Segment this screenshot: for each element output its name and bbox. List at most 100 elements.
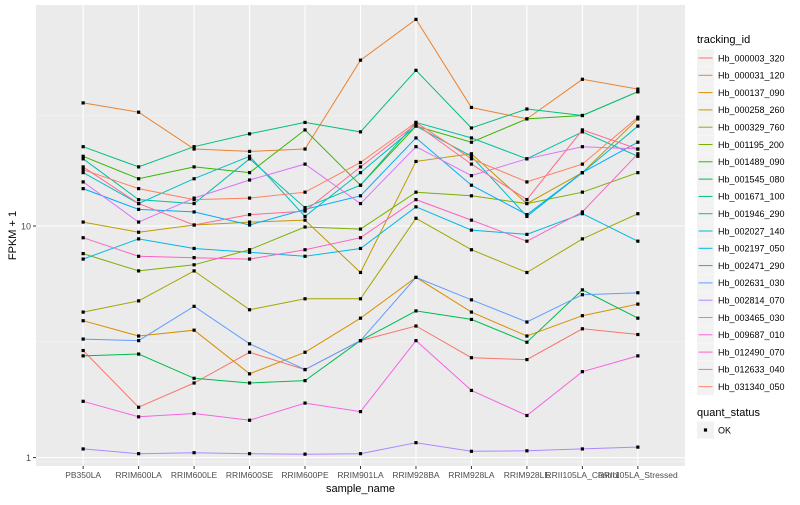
- legend-entry-label: Hb_000003_320: [718, 53, 785, 63]
- data-point: [525, 357, 529, 362]
- data-point: [303, 120, 307, 125]
- data-point: [358, 452, 363, 456]
- data-point: [469, 105, 474, 110]
- data-point: [303, 225, 307, 229]
- data-point: [303, 379, 307, 383]
- data-point: [636, 117, 640, 121]
- data-point: [303, 209, 307, 213]
- data-point: [137, 230, 141, 234]
- data-point: [192, 210, 196, 214]
- data-point: [358, 183, 363, 187]
- data-point: [636, 316, 640, 320]
- data-point: [247, 418, 252, 422]
- data-point: [525, 201, 529, 206]
- data-point: [580, 447, 584, 451]
- data-point: [247, 220, 252, 224]
- data-point: [525, 180, 529, 184]
- data-point: [525, 239, 529, 243]
- legend-entry-label: Hb_002027_140: [718, 226, 785, 236]
- data-point: [469, 154, 474, 158]
- legend-entry-label: Hb_012490_070: [718, 347, 785, 357]
- data-point: [137, 177, 141, 181]
- data-point: [358, 227, 363, 231]
- data-point: [192, 198, 196, 202]
- data-point: [247, 350, 252, 354]
- x-tick-label: RRIM600LE: [171, 470, 218, 480]
- data-point: [81, 354, 85, 358]
- data-point: [469, 140, 474, 144]
- data-point: [81, 337, 85, 341]
- data-point: [303, 367, 307, 372]
- data-point: [358, 194, 363, 198]
- data-point: [636, 124, 640, 128]
- data-point: [247, 257, 252, 261]
- data-point: [81, 101, 85, 105]
- data-point: [137, 452, 141, 456]
- data-point: [137, 198, 141, 202]
- data-point: [580, 288, 584, 292]
- x-tick-label: RRIM928LA: [448, 470, 495, 480]
- data-point: [303, 452, 307, 456]
- data-point: [81, 145, 85, 149]
- data-point: [81, 220, 85, 224]
- data-point: [303, 401, 307, 405]
- data-point: [303, 218, 307, 222]
- data-point: [192, 304, 196, 308]
- data-point: [137, 110, 141, 114]
- legend-entry-label: Hb_002197_050: [718, 244, 785, 254]
- data-point: [192, 376, 196, 380]
- data-point: [247, 178, 252, 182]
- data-point: [247, 452, 252, 456]
- x-tick-label: RRIM600SE: [226, 470, 274, 480]
- data-point: [303, 162, 307, 166]
- data-point: [358, 316, 363, 320]
- legend: tracking_id Hb_000003_320 Hb_000031_120 Hb_…: [697, 34, 785, 439]
- data-point: [192, 381, 196, 385]
- data-point: [303, 297, 307, 301]
- data-point: [525, 232, 529, 236]
- axis-layer: 1 10 PB350LA RRIM600LA RRIM600LE RRIM600SE RRI…: [7, 211, 678, 495]
- data-point: [580, 237, 584, 241]
- legend-entry-label: Hb_003465_030: [718, 313, 785, 323]
- data-point: [636, 87, 640, 91]
- data-point: [414, 17, 418, 21]
- data-point: [469, 356, 474, 360]
- data-point: [469, 152, 474, 156]
- data-point: [636, 332, 640, 337]
- data-point: [192, 147, 196, 151]
- legend-entry-label: Hb_000329_760: [718, 123, 785, 133]
- data-point: [81, 399, 85, 403]
- data-point: [192, 145, 196, 149]
- data-point: [192, 177, 196, 181]
- data-point: [303, 206, 307, 210]
- data-point: [358, 58, 363, 62]
- data-point: [137, 299, 141, 303]
- data-point: [358, 339, 363, 343]
- data-point: [580, 327, 584, 331]
- data-point: [525, 334, 529, 338]
- data-point: [525, 320, 529, 324]
- data-point: [358, 165, 363, 169]
- data-point: [358, 270, 363, 275]
- legend-entry-label: Hb_001545_080: [718, 174, 785, 184]
- data-point: [358, 160, 363, 165]
- data-point: [247, 308, 252, 312]
- data-point: [469, 248, 474, 252]
- data-point: [303, 207, 307, 211]
- data-point: [525, 214, 529, 219]
- data-point: [303, 254, 307, 258]
- legend-shape-label: OK: [718, 425, 731, 435]
- data-point: [137, 187, 141, 191]
- data-point: [469, 298, 474, 302]
- data-point: [414, 136, 418, 140]
- data-point: [247, 157, 252, 161]
- data-point: [414, 190, 418, 194]
- data-point: [469, 388, 474, 393]
- data-point: [414, 198, 418, 202]
- data-point: [414, 309, 418, 313]
- data-point: [192, 223, 196, 227]
- data-point: [192, 451, 196, 455]
- legend-entry-label: Hb_002814_070: [718, 296, 785, 306]
- data-point: [303, 214, 307, 219]
- data-point: [137, 339, 141, 343]
